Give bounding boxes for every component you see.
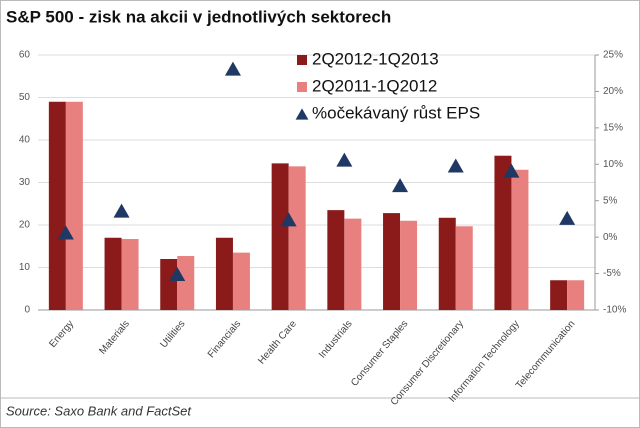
marker-triangle xyxy=(280,212,297,227)
bar xyxy=(121,239,139,310)
bar xyxy=(550,280,568,310)
legend-swatch xyxy=(297,82,307,92)
y-tick-label: 60 xyxy=(19,50,31,61)
marker-triangle xyxy=(447,158,464,173)
y2-tick-label: 15% xyxy=(603,122,623,133)
y2-tick-label: -5% xyxy=(603,268,621,279)
marker-triangle xyxy=(559,210,576,225)
y-tick-label: 10 xyxy=(19,262,31,273)
marker-triangle xyxy=(503,163,520,178)
marker-triangle xyxy=(57,225,74,240)
y2-tick-label: 10% xyxy=(603,159,623,170)
chart-title: S&P 500 - zisk na akcii v jednotlivých s… xyxy=(6,7,391,26)
bar xyxy=(232,252,250,310)
y2-tick-label: 0% xyxy=(603,232,618,243)
y2-tick-label: 5% xyxy=(603,195,618,206)
bar xyxy=(65,101,83,310)
marker-triangle xyxy=(392,178,409,193)
source: Source: Saxo Bank and FactSet xyxy=(6,403,192,418)
bar xyxy=(104,237,122,310)
marker-triangle xyxy=(336,152,353,167)
legend-swatch xyxy=(295,108,309,120)
legend-label: %očekávaný růst EPS xyxy=(312,103,480,122)
bar xyxy=(494,155,512,310)
legend-label: 2Q2012-1Q2013 xyxy=(312,49,439,68)
bar xyxy=(271,163,289,310)
bar xyxy=(400,220,418,310)
y-tick-label: 30 xyxy=(19,177,31,188)
bar xyxy=(511,169,529,310)
bar xyxy=(160,259,178,310)
bar xyxy=(48,101,66,310)
marker-triangle xyxy=(224,61,241,76)
marker-triangle xyxy=(113,203,130,218)
bar xyxy=(567,280,585,310)
bar xyxy=(327,210,345,310)
legend-label: 2Q2011-1Q2012 xyxy=(312,76,437,95)
y-tick-label: 50 xyxy=(19,92,31,103)
y-tick-label: 20 xyxy=(19,220,31,231)
y2-tick-label: 20% xyxy=(603,86,623,97)
marker-triangle xyxy=(169,267,186,282)
bar xyxy=(438,217,456,310)
y-tick-label: 40 xyxy=(19,135,31,146)
y2-tick-label: -10% xyxy=(603,305,626,316)
bar xyxy=(383,213,401,310)
legend-swatch xyxy=(297,55,307,65)
bar xyxy=(177,256,195,310)
bar xyxy=(344,218,362,310)
y2-tick-label: 25% xyxy=(603,50,623,61)
bar xyxy=(288,166,306,310)
bar xyxy=(455,226,473,310)
y-tick-label: 0 xyxy=(24,305,30,316)
bar xyxy=(215,237,233,310)
